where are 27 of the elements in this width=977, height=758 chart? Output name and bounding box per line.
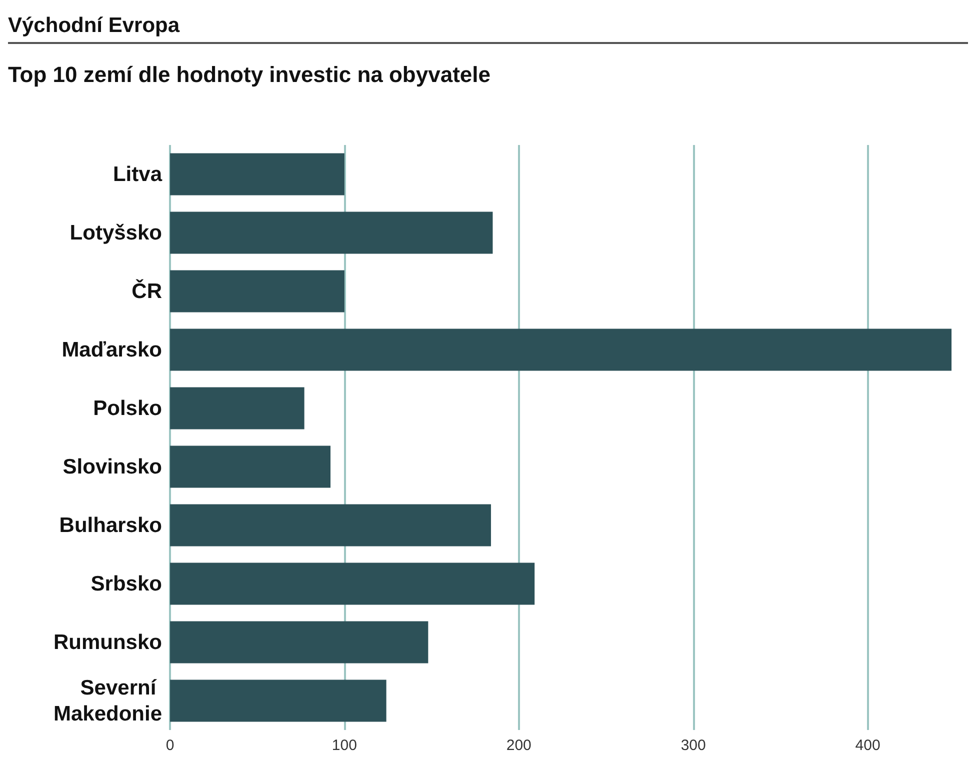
bar [170, 562, 535, 605]
bar [170, 504, 491, 546]
y-tick-label: Severní Makedonie [53, 676, 162, 726]
chart-title: Východní Evropa [8, 14, 968, 44]
y-tick-label: Bulharsko [59, 514, 162, 537]
y-tick-label: Polsko [93, 396, 162, 420]
x-tick-label: 100 [332, 737, 357, 754]
y-tick-label: Srbsko [90, 572, 162, 596]
bar [170, 212, 493, 254]
y-tick-label: Rumunsko [53, 630, 162, 654]
x-tick-label: 200 [506, 737, 532, 754]
y-tick-label: Maďarsko [62, 338, 162, 362]
bar [170, 446, 330, 488]
x-tick-label: 400 [855, 737, 880, 754]
bar [170, 153, 344, 196]
chart-subtitle: Top 10 zemí dle hodnoty investic na obyvatele [8, 61, 492, 89]
y-tick-label: Lotyšsko [70, 221, 162, 244]
bar [170, 387, 304, 430]
bar [170, 680, 386, 722]
y-tick-label: Litva [112, 162, 162, 186]
y-tick-label: Slovinsko [62, 455, 162, 478]
bar [170, 621, 428, 664]
y-tick-label: ČR [132, 278, 162, 303]
x-tick-label: 300 [680, 737, 706, 754]
x-tick-label: 0 [166, 737, 174, 754]
bar [170, 270, 344, 312]
bar [170, 328, 952, 371]
